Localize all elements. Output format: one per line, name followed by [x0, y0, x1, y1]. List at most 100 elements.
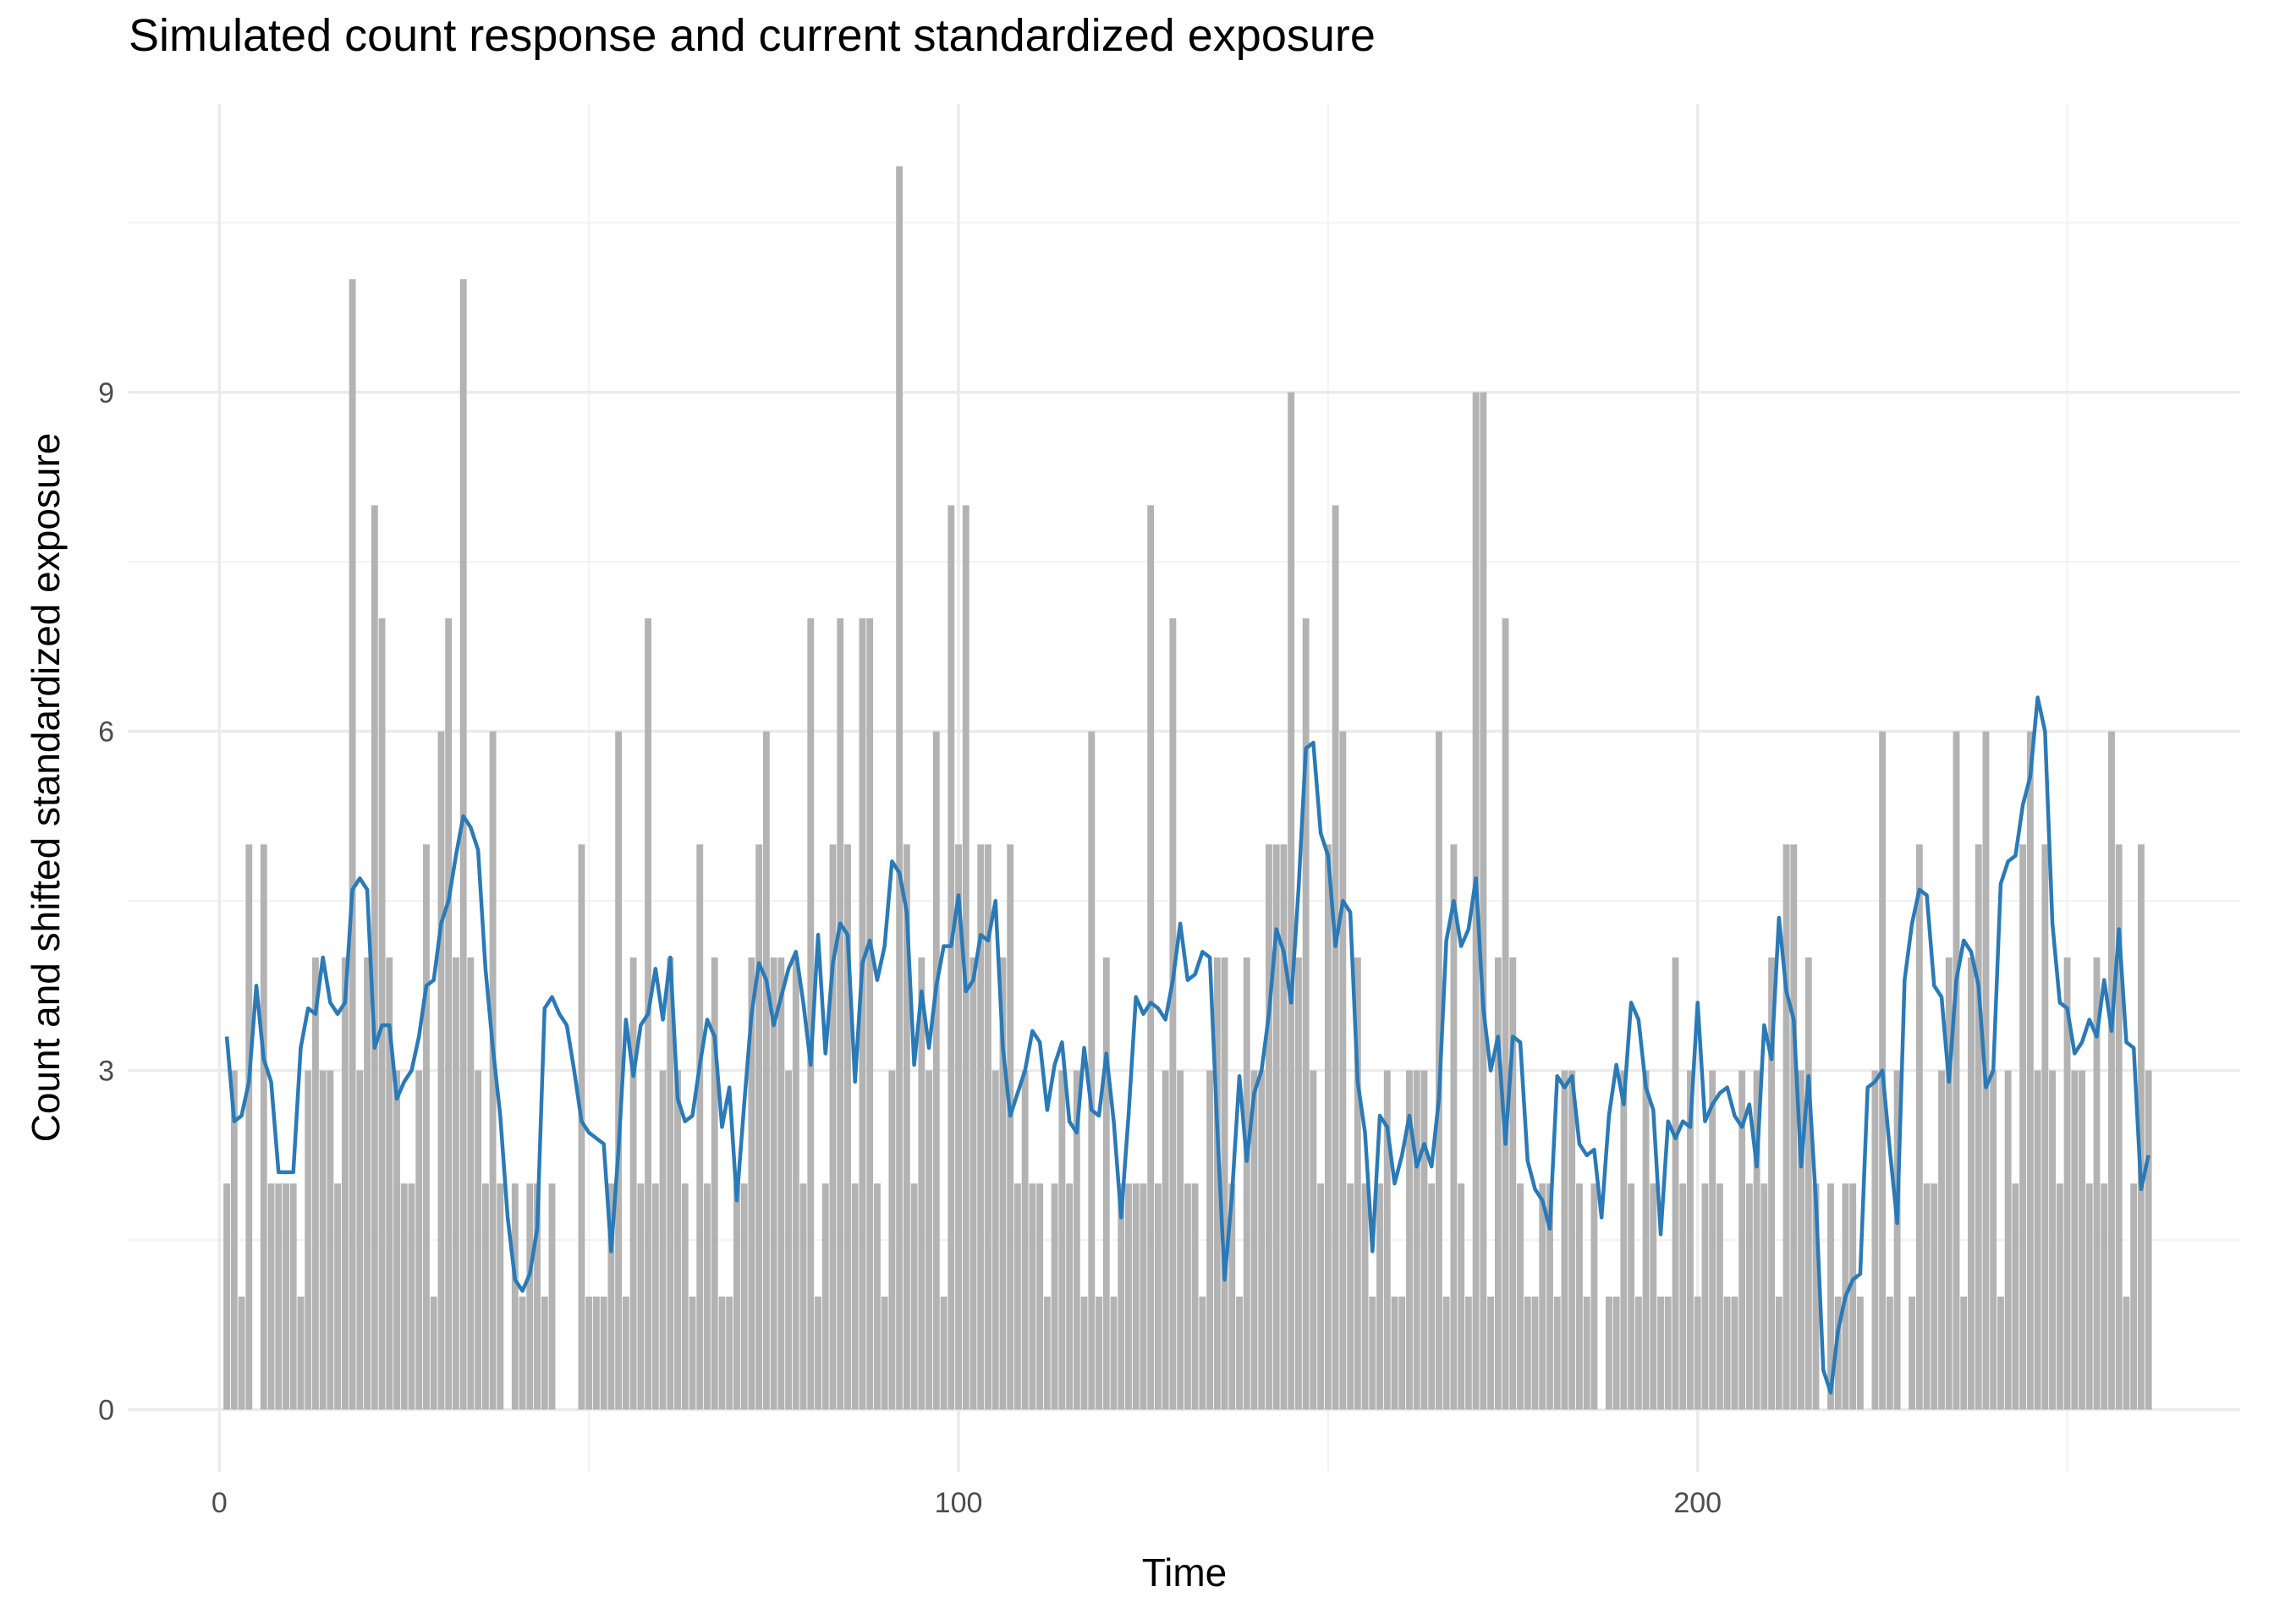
bar — [888, 1070, 896, 1410]
bar — [1561, 1070, 1568, 1410]
bar — [718, 1296, 726, 1410]
bar — [1886, 1296, 1893, 1410]
bar — [1612, 1296, 1620, 1410]
bar — [1546, 1183, 1553, 1410]
bar — [356, 1070, 364, 1410]
bar — [2101, 1183, 2108, 1410]
bar — [1723, 1296, 1731, 1410]
bar — [711, 957, 718, 1410]
bar — [689, 1296, 696, 1410]
bar — [1672, 957, 1679, 1410]
bar — [948, 505, 955, 1410]
bar — [2041, 844, 2049, 1410]
y-tick-label: 6 — [98, 716, 114, 749]
bar — [2079, 1070, 2085, 1410]
bar — [1509, 957, 1517, 1410]
bar — [1125, 1183, 1132, 1410]
bar — [873, 1183, 881, 1410]
bar — [1294, 957, 1302, 1410]
bar — [1376, 1183, 1383, 1410]
bar — [1177, 1070, 1184, 1410]
bar — [541, 1296, 548, 1410]
bar — [1517, 1183, 1524, 1410]
bar — [799, 1183, 807, 1410]
bar — [1354, 957, 1361, 1410]
bar — [704, 1183, 711, 1410]
bar — [1731, 1296, 1738, 1410]
bar — [2071, 1070, 2079, 1410]
bar — [1590, 1183, 1598, 1410]
bar — [2019, 844, 2027, 1410]
bar — [726, 1296, 733, 1410]
bar — [2026, 731, 2034, 1410]
bar — [1827, 1183, 1834, 1410]
bar — [1583, 1296, 1590, 1410]
bar — [1140, 1183, 1147, 1410]
bar — [1938, 1070, 1945, 1410]
x-tick-label: 100 — [935, 1487, 983, 1519]
bar — [955, 844, 962, 1410]
bar — [1524, 1296, 1531, 1410]
bar — [1745, 1183, 1753, 1410]
bar — [534, 1183, 541, 1410]
bar — [1502, 618, 1509, 1410]
bar — [1288, 392, 1295, 1410]
bar — [1450, 844, 1458, 1410]
bar — [1132, 1183, 1140, 1410]
bar — [378, 618, 386, 1410]
bar — [230, 1070, 238, 1410]
bar — [1953, 731, 1960, 1410]
bar — [1036, 1183, 1044, 1410]
bar — [1266, 844, 1272, 1410]
bar — [2130, 1183, 2138, 1410]
bar — [519, 1296, 526, 1410]
bar — [1021, 1070, 1029, 1410]
bar — [1184, 1183, 1191, 1410]
bar — [2108, 731, 2115, 1410]
bar — [260, 844, 267, 1410]
bar — [881, 1296, 888, 1410]
bar — [1650, 1183, 1657, 1410]
bar — [1968, 957, 1975, 1410]
grid — [128, 104, 2240, 1472]
bar — [674, 1070, 681, 1410]
bar — [459, 279, 467, 1410]
bar — [1657, 1296, 1664, 1410]
bar — [829, 844, 837, 1410]
bar — [629, 957, 637, 1410]
bar — [349, 279, 356, 1410]
bar — [1324, 844, 1332, 1410]
bar — [1990, 1070, 1997, 1410]
bar — [1812, 1183, 1820, 1410]
bar — [445, 618, 453, 1410]
bar — [1701, 1183, 1709, 1410]
bar — [319, 1070, 327, 1410]
bar — [1487, 1296, 1495, 1410]
y-tick-label: 3 — [98, 1056, 114, 1088]
bar — [238, 1296, 245, 1410]
bar — [733, 1183, 740, 1410]
bar — [1694, 1296, 1701, 1410]
bar — [2034, 1070, 2041, 1410]
bar — [1738, 1070, 1746, 1410]
bar — [918, 957, 926, 1410]
bar — [1849, 1183, 1857, 1410]
bar — [2145, 1070, 2152, 1410]
bar — [740, 1183, 748, 1410]
bar — [681, 1183, 689, 1410]
bar — [696, 844, 704, 1410]
bar — [777, 957, 785, 1410]
bar — [371, 505, 378, 1410]
bar — [400, 1183, 408, 1410]
y-tick-label: 0 — [98, 1395, 114, 1427]
bar — [1997, 1296, 2004, 1410]
bar — [1096, 1296, 1102, 1410]
bar — [940, 1296, 948, 1410]
bar — [1080, 1296, 1088, 1410]
bar — [1480, 392, 1487, 1410]
bar — [1753, 1070, 1760, 1410]
bar — [615, 731, 623, 1410]
bar — [2123, 1296, 2130, 1410]
bar — [1361, 1183, 1369, 1410]
bar — [467, 957, 475, 1410]
